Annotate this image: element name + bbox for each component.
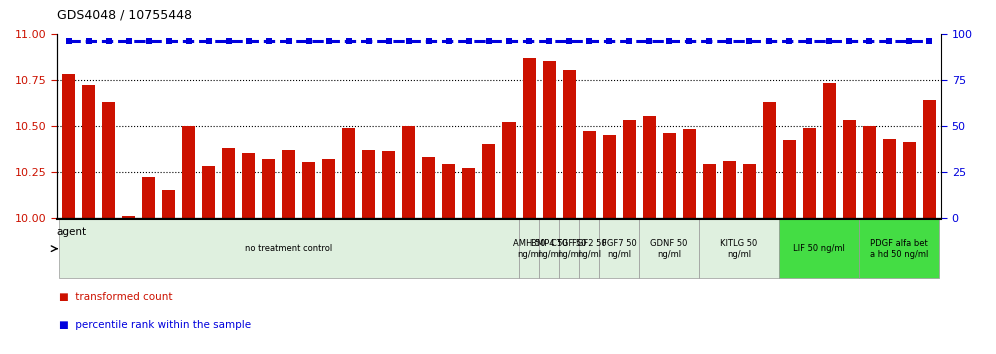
Bar: [823, 83, 836, 218]
Bar: [702, 164, 715, 218]
Bar: [539, 219, 559, 278]
Bar: [559, 219, 579, 278]
Bar: [639, 219, 699, 278]
Bar: [622, 120, 635, 218]
Bar: [803, 127, 816, 218]
Bar: [202, 166, 215, 218]
Bar: [579, 219, 599, 278]
Bar: [442, 164, 455, 218]
Bar: [462, 168, 475, 218]
Bar: [519, 219, 539, 278]
Text: LIF 50 ng/ml: LIF 50 ng/ml: [793, 244, 845, 253]
Bar: [599, 219, 639, 278]
Bar: [563, 70, 576, 218]
Bar: [303, 162, 316, 218]
Bar: [723, 161, 736, 218]
Text: PDGF alfa bet
a hd 50 ng/ml: PDGF alfa bet a hd 50 ng/ml: [871, 239, 928, 259]
Bar: [779, 219, 860, 278]
Bar: [543, 61, 556, 218]
Bar: [743, 164, 756, 218]
Text: ■  transformed count: ■ transformed count: [59, 292, 172, 302]
Bar: [583, 131, 596, 218]
Text: FGF7 50
ng/ml: FGF7 50 ng/ml: [602, 239, 636, 259]
Bar: [343, 127, 356, 218]
Bar: [922, 100, 935, 218]
Text: BMP4 50
ng/ml: BMP4 50 ng/ml: [531, 239, 568, 259]
Bar: [323, 159, 336, 218]
Bar: [482, 144, 495, 218]
Bar: [763, 102, 776, 218]
Bar: [123, 216, 135, 218]
Bar: [783, 141, 796, 218]
Bar: [162, 190, 175, 218]
Bar: [902, 142, 915, 218]
Text: CTGF 50
ng/ml: CTGF 50 ng/ml: [552, 239, 587, 259]
Bar: [363, 150, 375, 218]
Text: agent: agent: [57, 227, 87, 237]
Text: AMH 50
ng/ml: AMH 50 ng/ml: [513, 239, 545, 259]
Bar: [523, 58, 536, 218]
Text: KITLG 50
ng/ml: KITLG 50 ng/ml: [720, 239, 758, 259]
Bar: [699, 219, 779, 278]
Bar: [662, 133, 675, 218]
Bar: [182, 126, 195, 218]
Bar: [59, 219, 519, 278]
Text: no treatment control: no treatment control: [245, 244, 333, 253]
Bar: [603, 135, 616, 218]
Bar: [103, 102, 116, 218]
Bar: [142, 177, 155, 218]
Bar: [422, 157, 435, 218]
Text: ■  percentile rank within the sample: ■ percentile rank within the sample: [59, 320, 251, 330]
Bar: [382, 152, 395, 218]
Bar: [863, 126, 875, 218]
Bar: [503, 122, 516, 218]
Bar: [642, 116, 655, 218]
Text: GDS4048 / 10755448: GDS4048 / 10755448: [57, 9, 192, 22]
Bar: [402, 126, 415, 218]
Bar: [860, 219, 939, 278]
Bar: [682, 129, 695, 218]
Bar: [242, 153, 255, 218]
Bar: [83, 85, 96, 218]
Bar: [843, 120, 856, 218]
Text: GDNF 50
ng/ml: GDNF 50 ng/ml: [650, 239, 688, 259]
Bar: [222, 148, 235, 218]
Bar: [63, 74, 76, 218]
Bar: [283, 150, 296, 218]
Bar: [262, 159, 275, 218]
Bar: [882, 138, 895, 218]
Text: FGF2 50
ng/ml: FGF2 50 ng/ml: [572, 239, 607, 259]
